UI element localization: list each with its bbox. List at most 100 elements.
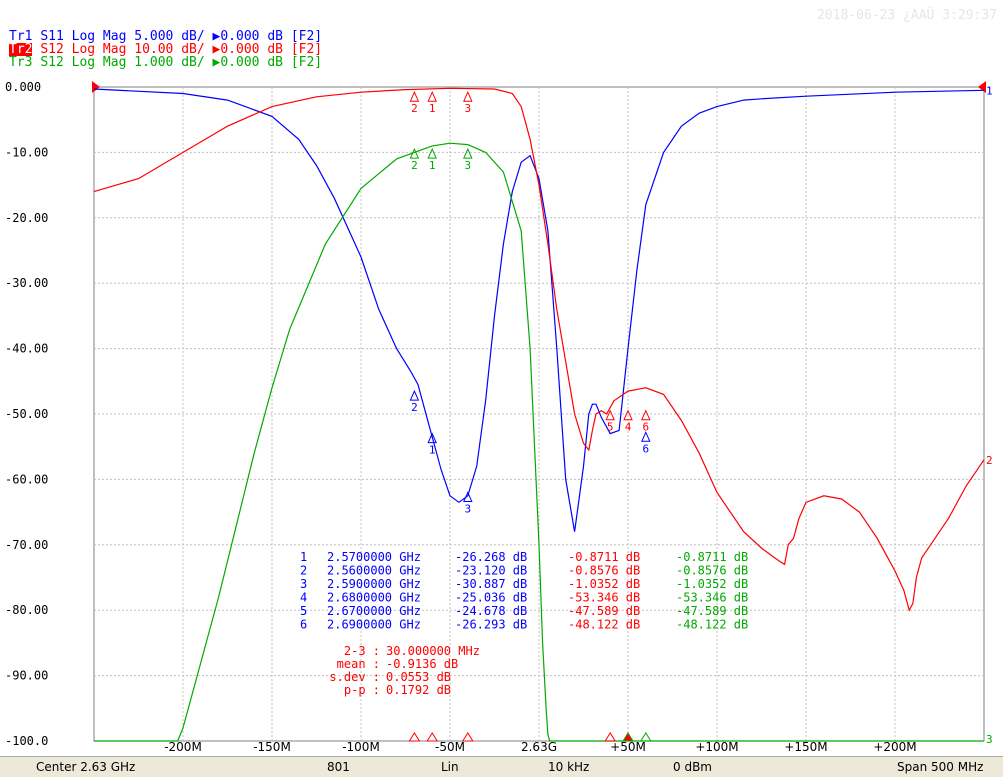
marker-row-2-tr2: -0.8576 dB	[568, 564, 640, 578]
tr3-marker-1-num: 1	[429, 159, 436, 172]
trace-3-fn: [F2]	[290, 55, 323, 70]
grid	[93, 86, 985, 742]
tr2-marker-5	[605, 409, 615, 421]
marker-row-1-tr3: -0.8711 dB	[676, 550, 748, 564]
tr1-marker-6	[641, 431, 651, 442]
status-ifbw[interactable]: 10 kHz	[548, 760, 590, 774]
tr2-marker-6-num: 6	[642, 421, 649, 434]
tr2-marker-1	[427, 91, 437, 102]
y-tick-2: -20.00	[5, 211, 48, 225]
tr1-marker-6-num: 6	[642, 442, 649, 455]
tr2-marker-4-num: 4	[625, 421, 632, 434]
trace-3-param: S12	[40, 55, 64, 70]
marker-row-4-freq: 2.6800000 GHz	[327, 591, 421, 605]
y-tick-0: 0.000	[5, 80, 41, 94]
trace-1-label[interactable]: Tr1 S11 Log Mag 5.000 dB/ ▶0.000 dB [F2]	[9, 30, 322, 43]
trace-3-end-label: 3	[986, 733, 993, 746]
tr1-marker-2-num: 2	[411, 401, 418, 414]
x-tick-0: -200M	[164, 740, 202, 754]
marker-row-6-freq: 2.6900000 GHz	[327, 618, 421, 632]
status-power[interactable]: 0 dBm	[673, 760, 712, 774]
traces: 123	[93, 84, 993, 746]
marker-row-4-tr1: -25.036 dB	[455, 591, 527, 605]
tr1-marker-1	[427, 432, 437, 444]
trace-2-format: Log Mag	[71, 42, 127, 57]
marker-table: 1 2.5700000 GHz -26.268 dB -0.8711 dB -0.871…	[300, 550, 748, 697]
tr1-marker-1-num: 1	[429, 444, 436, 457]
trace-3-tag[interactable]: Tr3	[9, 55, 33, 70]
plot-area[interactable]: 0.000 -10.00 -20.00 -30.00 -40.00 -50.00 -60.0…	[0, 70, 1003, 756]
x-tick-3: -50M	[435, 740, 465, 754]
marker-row-3-tr2: -1.0352 dB	[568, 577, 640, 591]
status-span[interactable]: Span 500 MHz	[897, 760, 984, 774]
trace-2-line	[93, 87, 985, 612]
marker-row-3-freq: 2.5900000 GHz	[327, 577, 421, 591]
tr2-marker-2-num: 2	[411, 102, 418, 115]
trace-1-fn: [F2]	[290, 29, 323, 44]
trace-3-label[interactable]: Tr3 S12 Log Mag 1.000 dB/ ▶0.000 dB [F2]	[9, 56, 322, 69]
trace-1-format: Log Mag	[71, 29, 127, 44]
tr3-marker-3	[463, 147, 473, 159]
trace-1-tag[interactable]: Tr1	[9, 29, 33, 44]
marker-row-1-index: 1	[300, 550, 307, 564]
tr2-marker-3	[463, 91, 473, 102]
status-bar: Center 2.63 GHz 801 Lin 10 kHz 0 dBm Spa…	[0, 756, 1003, 777]
y-tick-9: -90.00	[5, 669, 48, 683]
marker-row-4-tr2: -53.346 dB	[568, 591, 640, 605]
trace-1-end-label: 1	[986, 84, 993, 97]
trace-2-fn: [F2]	[290, 42, 323, 57]
trace-2-scale: 10.00 dB/	[134, 42, 205, 57]
tr3-marker-3-num: 3	[464, 159, 471, 172]
trace-3-scale: 1.000 dB/	[134, 55, 205, 70]
marker-row-5-freq: 2.6700000 GHz	[327, 604, 421, 618]
y-tick-3: -30.00	[5, 276, 48, 290]
tr1-marker-3	[463, 491, 473, 502]
x-tick-8: +200M	[873, 740, 916, 754]
axis-flag-low-2	[461, 732, 474, 742]
axis-flag-high-2	[639, 732, 652, 742]
trace-2-tag[interactable]: Tr2	[9, 42, 33, 57]
y-tick-4: -40.00	[5, 342, 48, 356]
ref-arrow-right	[978, 81, 986, 93]
y-tick-labels: 0.000 -10.00 -20.00 -30.00 -40.00 -50.00 -60.0…	[5, 80, 986, 748]
trace-3-ref-arrow: ▶	[212, 55, 221, 70]
marker-row-6-tr3: -48.122 dB	[676, 618, 748, 632]
axis-flag-low-1	[426, 732, 439, 742]
status-sweep[interactable]: Lin	[441, 760, 459, 774]
tr2-marker-2	[409, 91, 420, 102]
marker-row-6-tr2: -48.122 dB	[568, 618, 640, 632]
trace-1-param: S11	[40, 29, 64, 44]
stat-value-3: 0.1792 dB	[386, 683, 451, 697]
y-tick-8: -80.00	[5, 603, 48, 617]
tr1-marker-3-num: 3	[464, 502, 471, 515]
status-points[interactable]: 801	[327, 760, 350, 774]
x-tick-2: -100M	[342, 740, 380, 754]
marker-row-2-tr1: -23.120 dB	[455, 564, 527, 578]
status-center[interactable]: Center 2.63 GHz	[36, 760, 136, 774]
tr2-marker-5-num: 5	[607, 421, 614, 434]
x-tick-5: +50M	[610, 740, 646, 754]
marker-row-3-index: 3	[300, 577, 307, 591]
marker-row-4-tr3: -53.346 dB	[676, 591, 748, 605]
trace-2-label[interactable]: Tr2 S12 Log Mag 10.00 dB/ ▶0.000 dB [F2]	[9, 43, 322, 56]
tr3-marker-1	[427, 147, 437, 159]
tr3-marker-2-num: 2	[411, 159, 418, 172]
x-tick-1: -150M	[253, 740, 291, 754]
marker-row-5-tr1: -24.678 dB	[455, 604, 527, 618]
tr2-marker-1-num: 1	[429, 102, 436, 115]
stat-label-2: s.dev :	[329, 670, 380, 684]
marker-row-3-tr1: -30.887 dB	[455, 577, 527, 591]
axis-flag-low-0	[408, 732, 421, 742]
stat-value-0: 30.000000 MHz	[386, 644, 480, 658]
y-tick-10: -100.0	[5, 734, 48, 748]
marker-row-1-tr1: -26.268 dB	[455, 550, 527, 564]
trace-1-line	[93, 88, 985, 532]
trace-2-param: S12	[40, 42, 64, 57]
tr1-marker-2	[409, 389, 420, 401]
axis-flag-high-0	[604, 732, 617, 742]
stat-value-1: -0.9136 dB	[386, 657, 458, 671]
title-bar: 2018-06-23 ¿AAÜ 3:29:37	[0, 0, 1003, 28]
marker-row-2-freq: 2.5600000 GHz	[327, 564, 421, 578]
trace-1-ref: 0.000 dB	[220, 29, 283, 44]
